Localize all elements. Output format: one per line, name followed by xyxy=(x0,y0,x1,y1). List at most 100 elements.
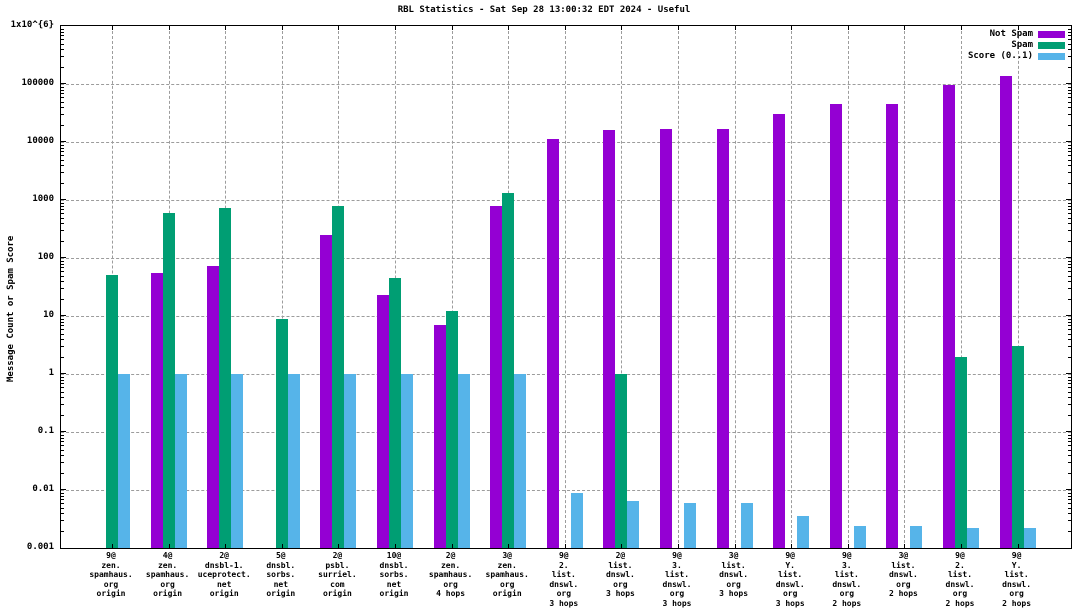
x-tick-top xyxy=(508,26,510,30)
y-minor-tick xyxy=(1068,212,1071,214)
legend-row: Spam xyxy=(968,40,1065,50)
x-tick-bottom xyxy=(678,544,679,548)
y-minor-tick xyxy=(1068,263,1071,265)
y-major-tick xyxy=(1066,199,1071,200)
y-major-tick xyxy=(1066,315,1071,316)
x-tick-top xyxy=(395,26,396,30)
y-minor-tick xyxy=(61,298,64,300)
y-minor-tick xyxy=(61,434,64,436)
legend-swatch xyxy=(1038,52,1065,60)
x-category-label: 3@ zen. spamhaus. org origin xyxy=(485,551,529,598)
h-gridline xyxy=(61,490,1071,491)
y-minor-tick xyxy=(1068,223,1071,225)
bar-not-spam xyxy=(716,128,729,548)
h-gridline xyxy=(61,258,1071,259)
y-major-tick xyxy=(1066,257,1071,258)
v-gridline xyxy=(961,26,962,548)
x-tick-top xyxy=(281,26,283,30)
y-minor-tick xyxy=(1068,472,1071,474)
y-minor-tick xyxy=(61,281,64,283)
y-minor-tick xyxy=(61,96,64,98)
x-tick-bottom xyxy=(1017,544,1019,548)
x-tick-bottom xyxy=(621,544,623,548)
y-minor-tick xyxy=(1068,356,1071,358)
y-minor-tick xyxy=(1068,404,1071,406)
y-minor-tick xyxy=(61,151,64,152)
y-tick-label: 1x10^{6} xyxy=(10,20,54,30)
bar-spam xyxy=(275,318,288,548)
x-category-label: 3@ list. dnswl. org 2 hops xyxy=(888,551,918,598)
bar-spam xyxy=(502,193,515,548)
y-minor-tick xyxy=(61,38,64,40)
x-tick-bottom xyxy=(395,544,396,548)
y-minor-tick xyxy=(61,275,64,277)
y-minor-tick xyxy=(1068,437,1071,439)
bar-spam xyxy=(615,374,628,548)
x-tick-top xyxy=(904,26,906,30)
y-minor-tick xyxy=(61,89,64,91)
y-minor-tick xyxy=(1068,507,1071,509)
x-category-label: 2@ dnsbl-1. uceprotect. net origin xyxy=(197,551,251,598)
y-major-tick xyxy=(61,83,66,84)
y-minor-tick xyxy=(61,114,64,116)
y-minor-tick xyxy=(1068,414,1071,416)
bar-not-spam xyxy=(773,114,786,548)
x-tick-top xyxy=(564,26,566,30)
y-tick-label: 10000 xyxy=(26,136,54,146)
legend-swatch xyxy=(1038,30,1065,38)
y-minor-tick xyxy=(61,86,64,88)
x-tick-bottom xyxy=(847,544,849,548)
y-minor-tick xyxy=(1068,386,1071,388)
bar-spam xyxy=(219,207,232,548)
y-minor-tick xyxy=(1068,328,1071,330)
bar-not-spam xyxy=(546,138,559,548)
bar-not-spam xyxy=(207,266,220,548)
y-minor-tick xyxy=(1068,275,1071,277)
legend-label: Not Spam xyxy=(989,29,1033,39)
x-category-label: 4@ zen. spamhaus. org origin xyxy=(145,551,190,598)
y-minor-tick xyxy=(61,144,64,146)
y-minor-tick xyxy=(1068,154,1071,156)
v-gridline xyxy=(734,26,736,548)
bar-not-spam xyxy=(433,325,446,548)
y-tick-label: 100000 xyxy=(21,78,54,88)
y-minor-tick xyxy=(61,202,64,204)
x-tick-top xyxy=(338,26,340,30)
x-category-label: 9@ 3. list. dnswl. org 3 hops xyxy=(662,551,692,608)
y-minor-tick xyxy=(1068,66,1071,68)
bar-not-spam xyxy=(829,104,842,548)
y-minor-tick xyxy=(61,270,64,272)
h-gridline xyxy=(61,374,1071,375)
y-minor-tick xyxy=(1068,288,1071,290)
x-tick-bottom xyxy=(508,544,510,548)
y-minor-tick xyxy=(1068,376,1071,378)
y-minor-tick xyxy=(61,205,64,207)
y-minor-tick xyxy=(1068,240,1071,242)
y-tick-label: 0.001 xyxy=(26,542,54,552)
y-minor-tick xyxy=(1068,267,1071,268)
y-minor-tick xyxy=(61,455,64,457)
y-minor-tick xyxy=(1068,346,1071,348)
legend-label: Spam xyxy=(1011,40,1033,50)
y-minor-tick xyxy=(61,437,64,439)
y-minor-tick xyxy=(1068,114,1071,116)
bar-spam xyxy=(955,356,967,548)
y-minor-tick xyxy=(61,223,64,225)
legend-label: Score (0..1) xyxy=(967,51,1033,61)
y-minor-tick xyxy=(61,507,64,509)
x-tick-top xyxy=(451,26,453,30)
x-tick-top xyxy=(678,26,679,30)
x-tick-bottom xyxy=(281,544,283,548)
y-major-tick xyxy=(1066,141,1071,142)
x-tick-top xyxy=(791,26,793,30)
plot-area: Not Spam Spam Score (0..1) xyxy=(60,25,1072,549)
y-minor-tick xyxy=(1068,281,1071,283)
y-minor-tick xyxy=(1068,89,1071,91)
h-gridline xyxy=(61,84,1071,85)
y-minor-tick xyxy=(61,49,64,51)
y-minor-tick xyxy=(1068,339,1071,341)
y-minor-tick xyxy=(1068,96,1071,98)
y-minor-tick xyxy=(61,520,64,522)
bar-score-0-1 xyxy=(174,374,187,548)
bar-score-0-1 xyxy=(627,500,640,548)
